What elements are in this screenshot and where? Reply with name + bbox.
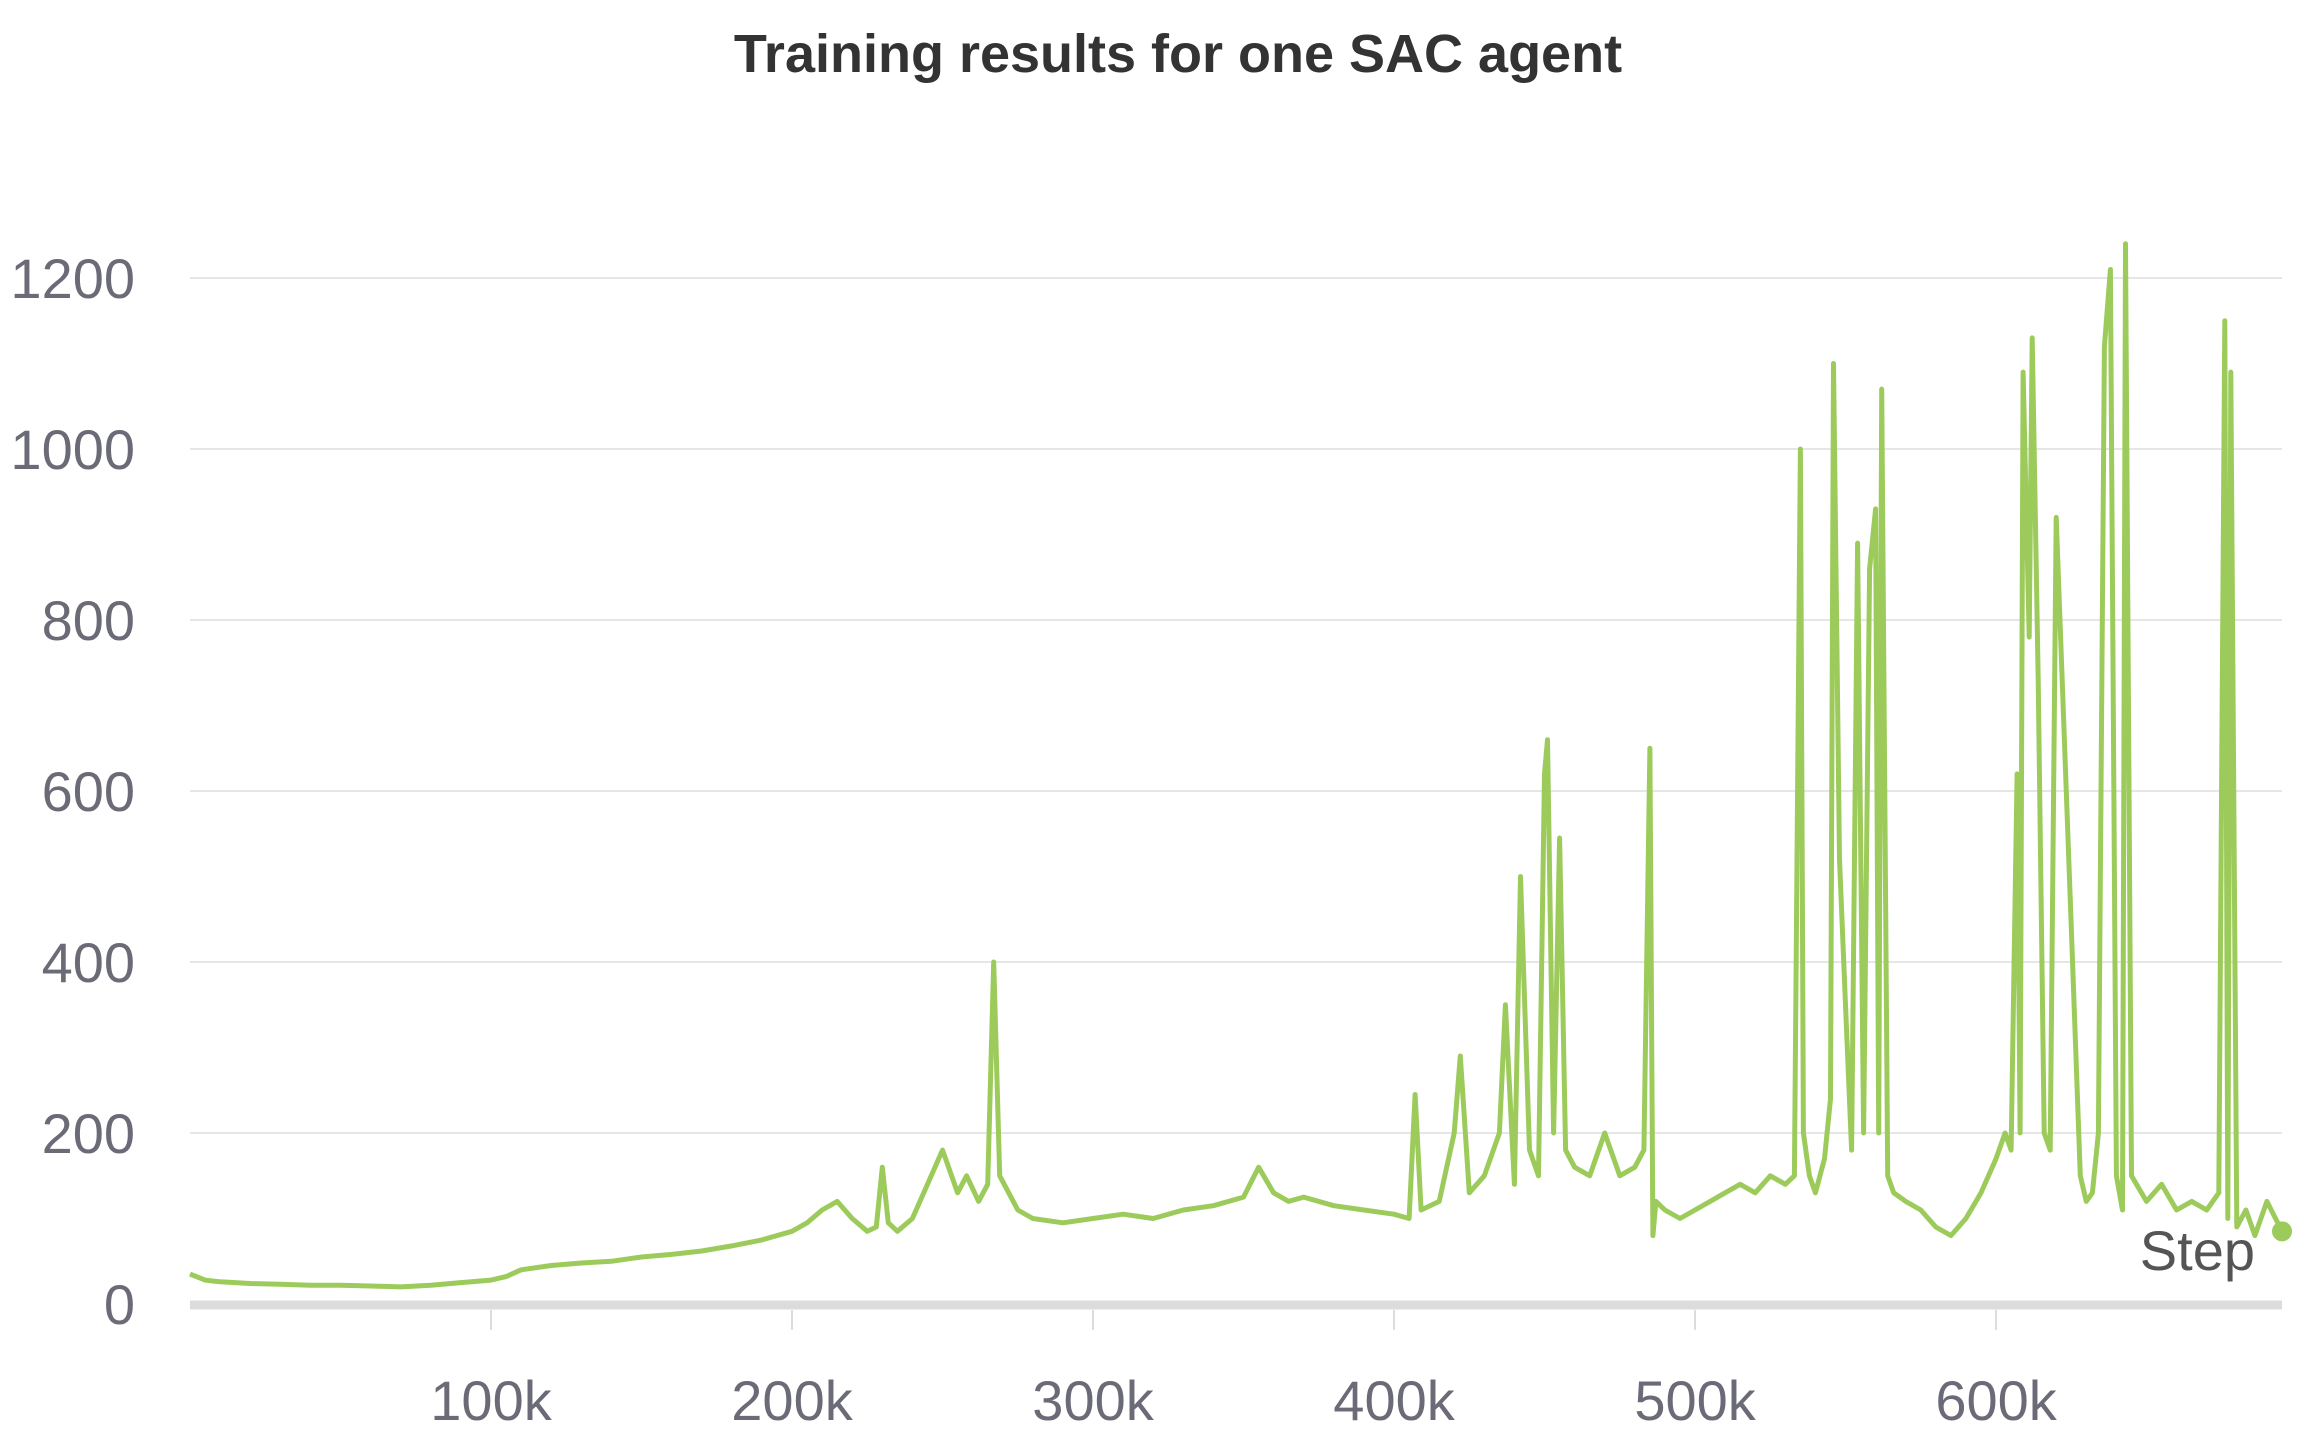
x-tick-label: 100k <box>430 1369 552 1432</box>
chart-title: Training results for one SAC agent <box>734 24 1622 84</box>
gridlines <box>190 277 2282 1310</box>
y-tick-label: 1200 <box>10 247 135 310</box>
x-axis: 100k 200k 300k 400k 500k 600k <box>430 1310 2058 1432</box>
y-axis: 0 200 400 600 800 1000 1200 <box>10 247 135 1336</box>
series-line <box>189 241 2285 1290</box>
y-tick-label: 0 <box>104 1273 135 1336</box>
y-tick-label: 1000 <box>10 418 135 481</box>
y-tick-label: 800 <box>42 589 135 652</box>
x-axis-label: Step <box>2140 1219 2255 1282</box>
series-group <box>189 241 2292 1290</box>
x-tick-label: 200k <box>731 1369 853 1432</box>
y-tick-label: 600 <box>42 760 135 823</box>
x-tick-label: 300k <box>1032 1369 1154 1432</box>
y-tick-label: 200 <box>42 1102 135 1165</box>
y-tick-label: 400 <box>42 931 135 994</box>
series-endpoint <box>2272 1221 2292 1242</box>
x-tick-label: 400k <box>1333 1369 1455 1432</box>
x-tick-label: 500k <box>1634 1369 1756 1432</box>
x-tick-label: 600k <box>1935 1369 2057 1432</box>
